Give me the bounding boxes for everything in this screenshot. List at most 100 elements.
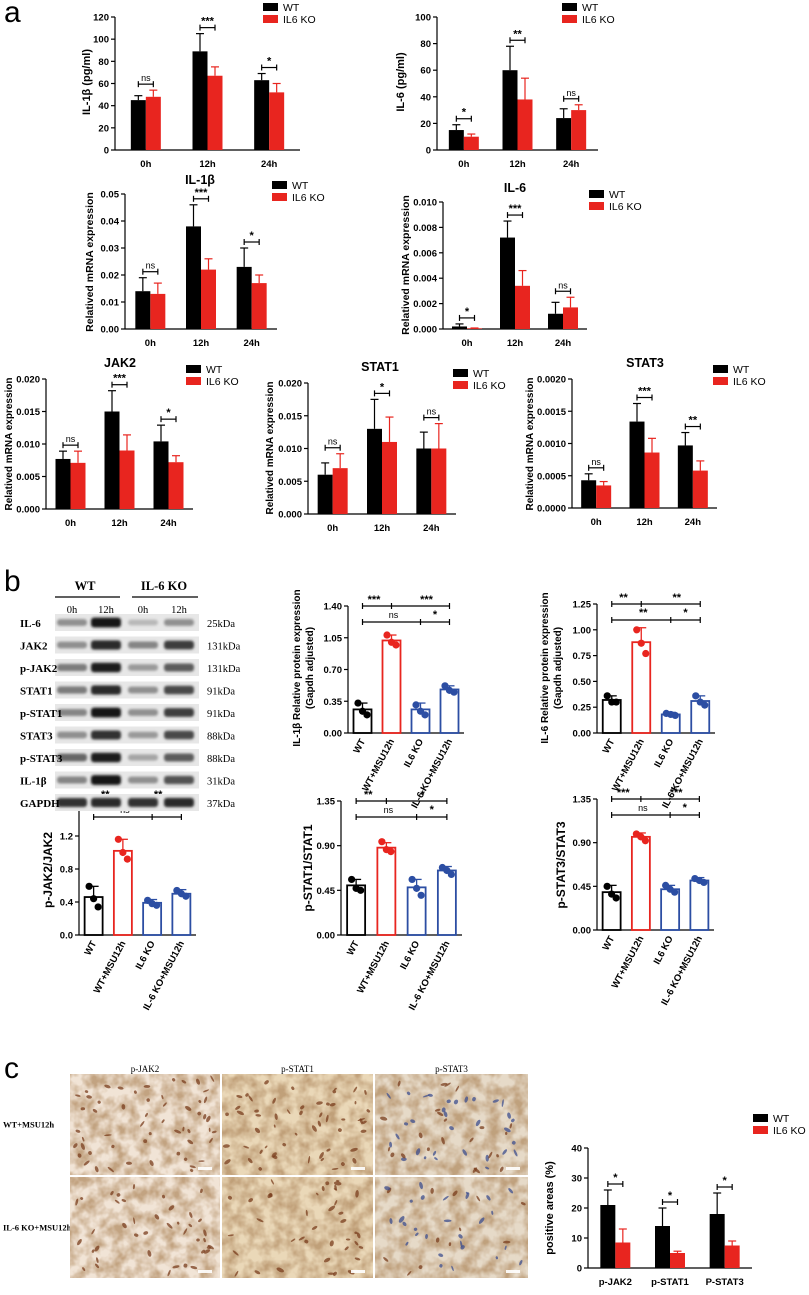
blot-strip (55, 681, 199, 699)
cell-nucleus (329, 1102, 336, 1107)
y-tick-label: 0.05 (101, 190, 120, 201)
blot-band (128, 619, 158, 626)
bar (439, 688, 460, 734)
sig-label: ** (513, 28, 522, 40)
x-tick-label: 0h (461, 338, 472, 349)
cell-nucleus (333, 1181, 342, 1186)
blot-kda-label: 25kDa (207, 619, 235, 630)
cell-nucleus (270, 1179, 275, 1185)
blot-strip (55, 659, 199, 676)
y-tick-label: 80 (420, 39, 431, 50)
blot-time-label: 12h (171, 605, 188, 616)
blot-band (128, 731, 158, 739)
cell-nucleus (321, 1185, 325, 1192)
cell-nucleus (333, 1087, 337, 1091)
blot-strip (55, 771, 199, 789)
cell-nucleus (207, 1244, 214, 1250)
y-tick-label: 0.010 (16, 440, 40, 451)
cell-nucleus (446, 1099, 451, 1104)
cell-nucleus (80, 1107, 86, 1111)
bar (556, 118, 572, 150)
blot-band (57, 663, 87, 672)
cell-nucleus (326, 1148, 331, 1152)
blot-band (128, 798, 158, 807)
cell-nucleus (448, 1242, 452, 1247)
scale-bar (506, 1167, 520, 1170)
sig-label: * (683, 802, 688, 814)
x-tick-label: 0h (140, 159, 151, 170)
y-tick-label: 0.00 (573, 926, 592, 937)
y-tick-label: 0.70 (324, 665, 343, 676)
cell-nucleus (340, 1162, 345, 1167)
cell-nucleus (502, 1240, 511, 1244)
legend-swatch-ko (263, 15, 278, 23)
cell-nucleus (316, 1101, 323, 1105)
chart-a2: 0 20 40 60 80 100 0h * 12h ** 24h ns IL-6 (pg/ml) WTI… (395, 2, 615, 170)
y-tick-label: 0.00 (324, 729, 343, 740)
bar (382, 441, 397, 514)
bar (171, 892, 192, 936)
y-axis-label: IL-1β Relative protein expression (292, 589, 303, 746)
cell-nucleus (401, 1157, 407, 1162)
bar (119, 450, 135, 509)
bar (660, 888, 681, 931)
cell-nucleus (121, 1199, 127, 1203)
cell-nucleus (91, 1229, 95, 1235)
cell-nucleus (479, 1126, 485, 1130)
sig-label: *** (638, 386, 652, 398)
cell-nucleus (236, 1095, 243, 1099)
sig-label: *** (617, 787, 631, 799)
y-axis-label: p-STAT3/STAT3 (554, 821, 568, 908)
blot-kda-label: 88kDa (207, 732, 235, 743)
ihc-column-label: p-STAT1 (281, 1064, 314, 1074)
bar (467, 328, 482, 329)
panel-label-a: a (4, 0, 21, 29)
sig-label: * (433, 609, 438, 621)
x-tick-label: WT (351, 737, 368, 755)
y-tick-label: 10 (571, 1234, 582, 1245)
ihc-column-label: p-JAK2 (131, 1064, 160, 1074)
sig-label: *** (201, 16, 215, 28)
blot-row-label: p-STAT1 (20, 708, 62, 720)
y-tick-label: 0.90 (317, 841, 336, 852)
blot-strip (55, 749, 199, 766)
bar (168, 462, 184, 509)
cell-nucleus (475, 1119, 481, 1127)
sig-label: *** (195, 187, 209, 199)
y-tick-label: 1.05 (324, 633, 343, 644)
cell-nucleus (508, 1188, 514, 1194)
data-point (412, 701, 420, 709)
scale-bar (198, 1167, 212, 1170)
x-tick-label: 12h (509, 159, 526, 170)
chart-title: IL-1β (185, 173, 215, 187)
bar (431, 448, 447, 514)
cell-nucleus (441, 1107, 446, 1113)
sig-label: * (613, 1172, 618, 1184)
blot-strip (55, 614, 199, 631)
cell-nucleus (366, 1109, 371, 1113)
cell-nucleus (176, 1221, 180, 1225)
cell-nucleus (208, 1127, 211, 1132)
cell-nucleus (325, 1181, 330, 1186)
blot-row-label: GAPDH (20, 798, 60, 810)
cell-nucleus (122, 1222, 127, 1229)
cell-nucleus (107, 1166, 114, 1173)
cell-nucleus (276, 1267, 284, 1273)
cell-nucleus (358, 1246, 364, 1249)
cell-nucleus (361, 1120, 367, 1125)
blot-band (57, 798, 87, 807)
sig-label: ** (619, 592, 628, 604)
x-tick-label: 0h (327, 523, 338, 534)
cell-nucleus (354, 1100, 357, 1105)
data-point (408, 875, 416, 884)
bar (153, 441, 169, 509)
x-tick-label: WT (601, 737, 618, 755)
x-tick-label: WT (345, 939, 362, 957)
blot-band (57, 686, 87, 694)
data-point (378, 838, 386, 846)
y-tick-label: 0.010 (413, 198, 437, 209)
y-tick-label: 0.005 (278, 477, 302, 488)
cell-nucleus (259, 1149, 263, 1154)
data-point (441, 682, 449, 690)
